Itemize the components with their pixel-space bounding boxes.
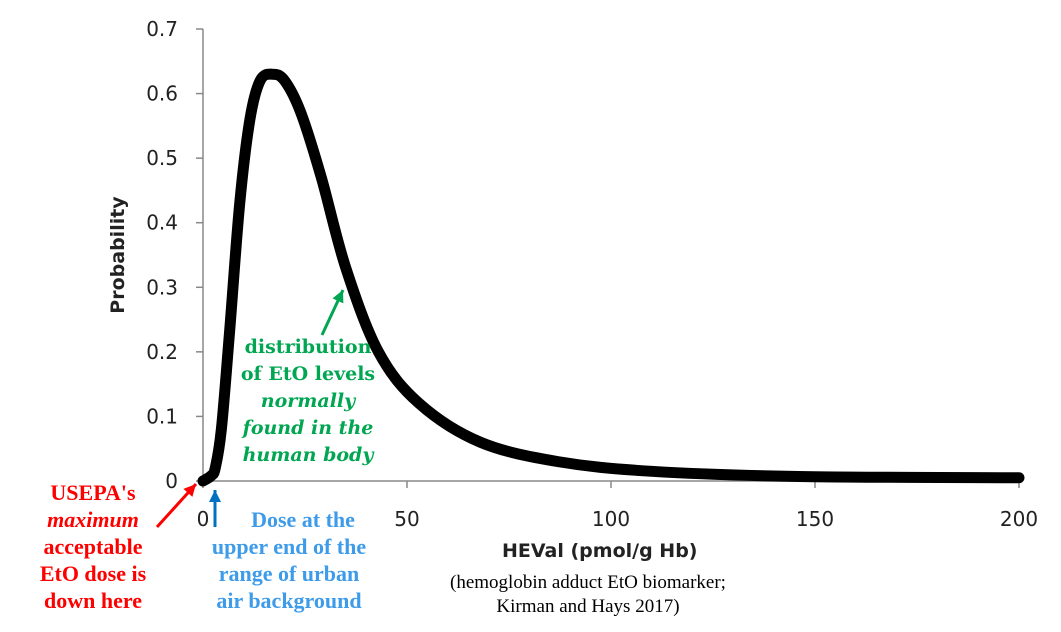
y-tick-label: 0.4 — [146, 211, 178, 235]
annotation-line: air background — [216, 588, 362, 613]
annotation-line: of EtO levels — [240, 363, 376, 385]
y-tick-label: 0 — [165, 469, 178, 493]
y-tick-label: 0.7 — [146, 17, 178, 41]
annotation-line: distribution — [244, 336, 372, 358]
annotation-line: normally — [260, 390, 356, 412]
annotation-line: maximum — [47, 507, 139, 532]
x-axis-note-line: (hemoglobin adduct EtO biomarker; — [450, 572, 726, 593]
annotation-distribution: distribution of EtO levels normally foun… — [237, 334, 379, 469]
y-tick-label: 0.1 — [146, 404, 178, 428]
annotation-line: found in the — [242, 417, 374, 439]
annotation-urban-background: Dose at the upper end of the range of ur… — [193, 506, 385, 614]
y-tick-label: 0.2 — [146, 340, 178, 364]
x-tick-label: 100 — [592, 507, 630, 531]
blue-arrow-icon-head — [209, 490, 221, 502]
annotation-line: range of urban — [218, 561, 360, 586]
annotation-line: Dose at the — [251, 507, 355, 532]
annotation-usepa: USEPA's maximum acceptable EtO dose is d… — [18, 479, 168, 614]
y-tick-label: 0.3 — [146, 275, 178, 299]
x-axis-note: (hemoglobin adduct EtO biomarker; Kirman… — [450, 571, 726, 619]
annotation-line: upper end of the — [211, 534, 367, 559]
y-tick-label: 0.5 — [146, 146, 178, 170]
annotation-line: human body — [242, 444, 374, 466]
blue-arrow-icon — [209, 490, 221, 527]
red-arrow-icon-head — [183, 484, 196, 497]
x-tick-label: 50 — [394, 507, 419, 531]
y-axis-label: Probability — [107, 196, 129, 314]
x-tick-label: 0 — [197, 507, 210, 531]
annotation-line: USEPA's — [50, 480, 136, 505]
annotation-line: acceptable — [43, 534, 143, 559]
x-axis-label: HEVal (pmol/g Hb) — [502, 540, 698, 562]
green-arrow-icon-head — [332, 290, 344, 304]
y-tick-label: 0.6 — [146, 82, 178, 106]
series-line — [197, 68, 1025, 487]
annotation-line: EtO dose is — [39, 561, 147, 586]
annotation-line: down here — [44, 588, 142, 613]
x-tick-label: 150 — [796, 507, 834, 531]
x-axis-note-line: Kirman and Hays 2017) — [496, 596, 680, 617]
x-tick-label: 200 — [1000, 507, 1038, 531]
red-arrow-icon — [155, 482, 198, 529]
green-arrow-icon — [320, 289, 345, 336]
